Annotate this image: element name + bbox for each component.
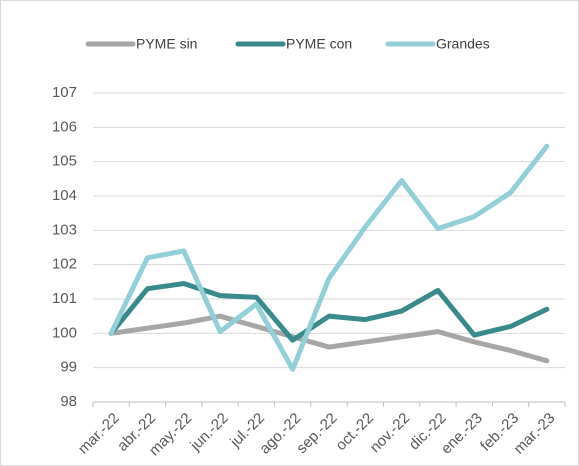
y-tick-label: 104: [52, 187, 77, 204]
legend-label: Grandes: [436, 36, 490, 52]
series-line: [108, 143, 550, 372]
y-tick-label: 105: [52, 153, 77, 170]
y-tick-label: 102: [52, 256, 77, 273]
legend-label: PYME con: [286, 36, 352, 52]
y-tick-label: 107: [52, 84, 77, 101]
y-tick-label: 99: [60, 359, 77, 376]
y-tick-label: 103: [52, 221, 77, 238]
y-tick-label: 106: [52, 118, 77, 135]
y-tick-label: 100: [52, 324, 77, 341]
series-line: [108, 281, 550, 343]
series-line: [108, 313, 550, 364]
y-tick-label: 101: [52, 290, 77, 307]
y-tick-label: 98: [60, 393, 77, 410]
legend-label: PYME sin: [136, 36, 197, 52]
